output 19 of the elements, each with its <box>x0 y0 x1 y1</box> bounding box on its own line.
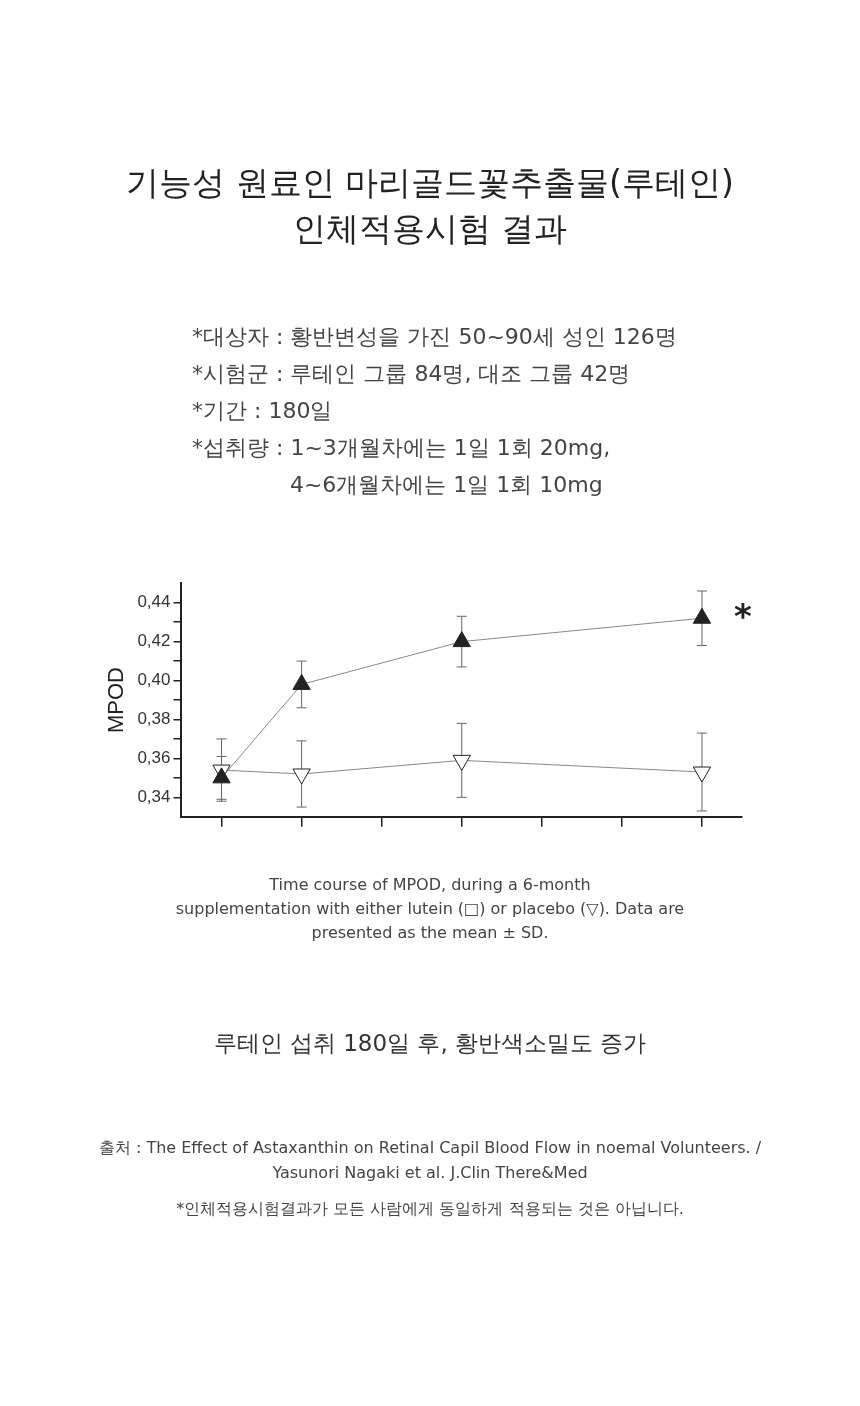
y-tick-label: 0,44 <box>137 592 171 612</box>
annotation: * <box>733 596 753 636</box>
point <box>692 607 712 624</box>
y-tick-label: 0,40 <box>137 670 171 690</box>
point <box>452 754 471 771</box>
y-tick-label: 0,42 <box>137 631 171 651</box>
source-note: 출처 : The Effect of Astaxanthin on Retinal Capil Blood Flow in noemal Volunteers. / Yasunori Nagaki et al. J.Clin There&Med <box>97 1137 763 1184</box>
point <box>292 768 311 785</box>
point <box>692 766 712 783</box>
y-axis-title: MPOD <box>103 667 129 733</box>
y-tick-label: 0,34 <box>137 787 171 807</box>
text: Time course of MPOD, during a 6-month supplementation with either lutein (□) or placebo (▽). Data are presented as the mean ± SD. <box>174 874 686 944</box>
y-tick-label: 0,38 <box>137 709 171 729</box>
text: 루테인 섭취 180일 후, 황반색소밀도 증가 <box>212 1029 648 1058</box>
chart-subtitle: *대상자 : 황반변성을 가진 50~90세 성인 126명 *시험군 : 루테인 그룹 84명, 대조 그룹 42명 *기간 : 180일 *섭취량 : 1~3개월차에는 1일 1회 20mg, 4~6개월차에는 1일 1회 10mg <box>192 323 677 499</box>
y-tick-label: 0,36 <box>137 748 171 768</box>
point <box>452 631 471 648</box>
chart-title: 기능성 원료인 마리골드꽃추출물(루테인) 인체적용시험 결과 <box>125 162 735 250</box>
text: *인체적용시험결과가 모든 사람에게 동일하게 적용되는 것은 아닙니다. <box>175 1198 685 1220</box>
